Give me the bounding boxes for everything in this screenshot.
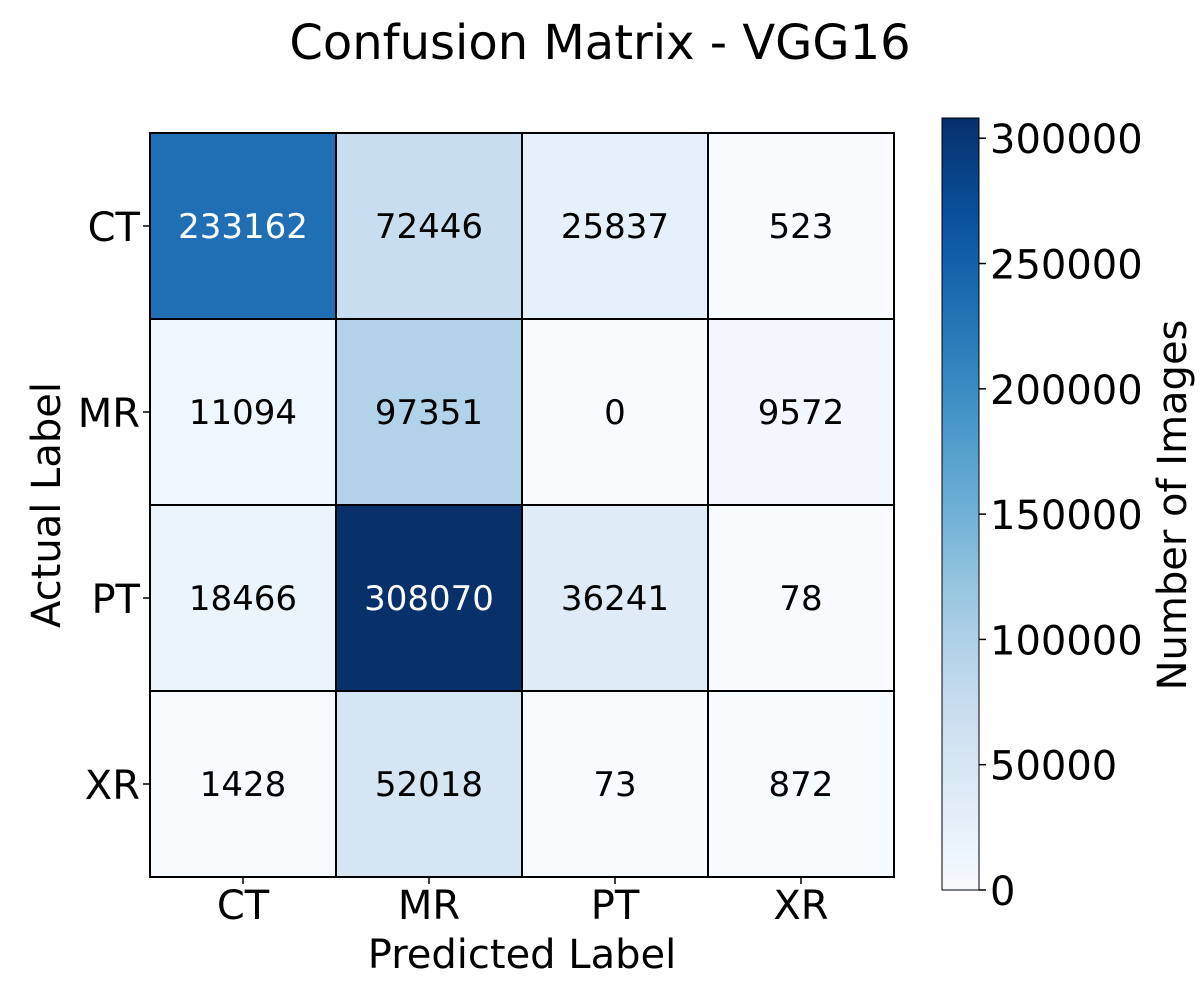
cell-value-CT-PT: 25837 xyxy=(561,207,669,247)
y-tick-label-PT: PT xyxy=(91,577,140,623)
y-tick-label-MR: MR xyxy=(78,391,140,437)
cell-value-PT-PT: 36241 xyxy=(561,579,669,619)
chart-title: Confusion Matrix - VGG16 xyxy=(289,15,910,71)
x-tick-label-MR: MR xyxy=(398,883,460,929)
cell-value-CT-XR: 523 xyxy=(769,207,834,247)
cell-value-MR-PT: 0 xyxy=(604,393,626,433)
heatmap-cell-PT-XR xyxy=(707,504,895,692)
colorbar-tick-label: 250000 xyxy=(990,243,1143,289)
colorbar-tick-label: 0 xyxy=(990,869,1015,915)
cell-value-XR-XR: 872 xyxy=(769,765,834,805)
x-tick-label-PT: PT xyxy=(591,883,640,929)
cell-value-MR-XR: 9572 xyxy=(758,393,845,433)
heatmap-cells xyxy=(149,132,895,878)
x-tick-label-XR: XR xyxy=(773,883,828,929)
cell-value-CT-MR: 72446 xyxy=(375,207,483,247)
y-tick-label-CT: CT xyxy=(88,205,141,251)
cell-value-PT-XR: 78 xyxy=(779,579,822,619)
cell-value-XR-CT: 1428 xyxy=(200,765,287,805)
heatmap-border xyxy=(149,132,895,878)
colorbar-tick-label: 50000 xyxy=(990,744,1117,790)
x-axis-ticks: CT MR PT XR xyxy=(217,877,829,929)
heatmap-cell-XR-CT xyxy=(149,690,337,878)
cell-value-XR-MR: 52018 xyxy=(375,765,483,805)
cell-value-PT-MR: 308070 xyxy=(364,579,494,619)
colorbar-tick-label: 100000 xyxy=(990,618,1143,664)
cell-value-PT-CT: 18466 xyxy=(189,579,297,619)
x-tick-label-CT: CT xyxy=(217,883,270,929)
heatmap-cell-CT-CT xyxy=(149,132,337,320)
cell-value-MR-CT: 11094 xyxy=(189,393,297,433)
colorbar-tick-label: 150000 xyxy=(990,493,1143,539)
heatmap-cell-CT-XR xyxy=(707,132,895,320)
heatmap-cell-MR-XR xyxy=(707,318,895,506)
heatmap-cell-XR-XR xyxy=(707,690,895,878)
y-axis-label: Actual Label xyxy=(24,382,70,628)
heatmap-cell-PT-MR xyxy=(335,504,523,692)
heatmap-cell-XR-PT xyxy=(521,690,709,878)
heatmap-cell-MR-CT xyxy=(149,318,337,506)
cell-value-MR-MR: 97351 xyxy=(375,393,483,433)
x-axis-label: Predicted Label xyxy=(368,932,676,978)
heatmap-cell-labels: 233162 72446 25837 523 11094 97351 0 9572 18466 3… xyxy=(178,207,844,805)
colorbar-gradient xyxy=(941,117,980,891)
heatmap-cell-MR-MR xyxy=(335,318,523,506)
cell-value-CT-CT: 233162 xyxy=(178,207,308,247)
colorbar-tick-label: 200000 xyxy=(990,368,1143,414)
y-tick-label-XR: XR xyxy=(85,763,140,809)
colorbar-tick-label: 300000 xyxy=(990,117,1143,163)
colorbar-label: Number of Images xyxy=(1150,320,1196,691)
colorbar: 0 50000 100000 150000 200000 250000 300000 xyxy=(941,117,1143,915)
heatmap-cell-CT-MR xyxy=(335,132,523,320)
y-axis-ticks: CT MR PT XR xyxy=(78,205,150,809)
heatmap-cell-XR-MR xyxy=(335,690,523,878)
cell-value-XR-PT: 73 xyxy=(593,765,636,805)
